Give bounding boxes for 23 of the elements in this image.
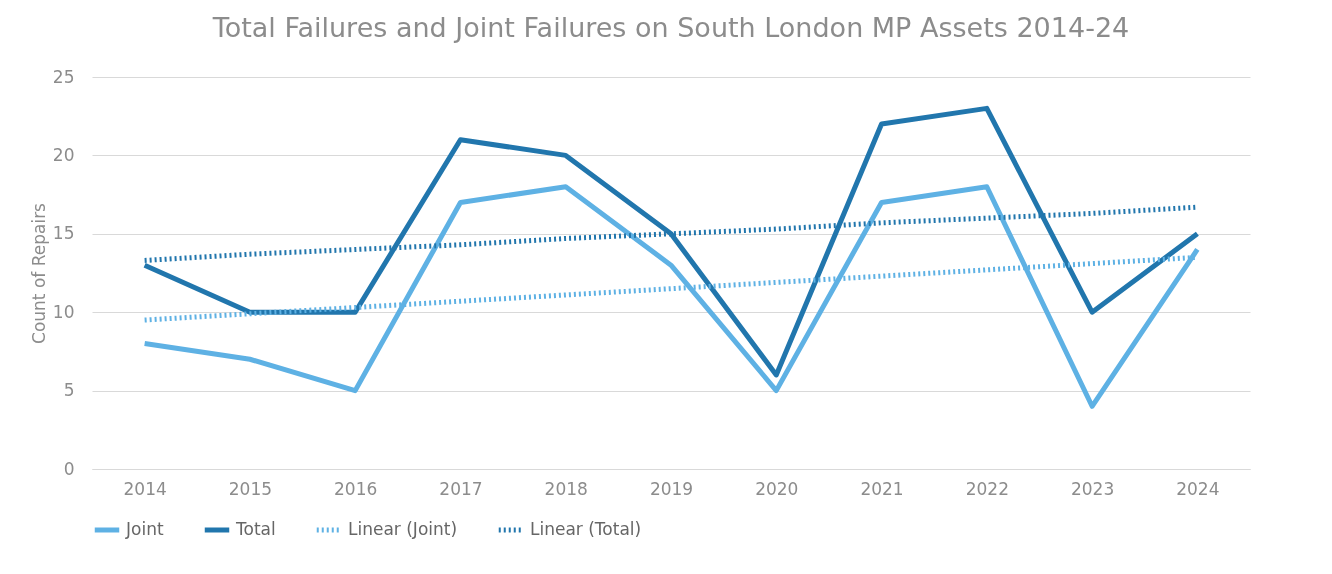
- chart-title: Total Failures and Joint Failures on South London MP Assets 2014-24: [211, 12, 1130, 43]
- x-tick-label: 2016: [334, 478, 378, 499]
- legend-label: Joint: [125, 519, 164, 539]
- x-tick-label: 2015: [228, 478, 273, 499]
- legend-label: Linear (Total): [530, 519, 642, 539]
- y-tick-label: 5: [63, 380, 75, 401]
- y-tick-label: 15: [52, 223, 75, 244]
- y-tick-label: 10: [52, 301, 75, 322]
- legend-label: Linear (Joint): [348, 519, 458, 539]
- x-tick-label: 2014: [123, 478, 167, 499]
- y-tick-label: 25: [52, 66, 75, 87]
- x-tick-label: 2020: [755, 478, 799, 499]
- x-tick-label: 2024: [1176, 478, 1220, 499]
- x-tick-label: 2019: [649, 478, 694, 499]
- x-tick-label: 2017: [439, 478, 483, 499]
- x-tick-label: 2021: [860, 478, 904, 499]
- x-tick-label: 2018: [544, 478, 588, 499]
- y-tick-label: 20: [52, 144, 75, 165]
- x-tick-label: 2022: [965, 478, 1009, 499]
- y-axis-title: Count of Repairs: [28, 202, 49, 344]
- legend-label: Total: [235, 519, 276, 539]
- y-tick-label: 0: [63, 458, 75, 479]
- x-tick-label: 2023: [1070, 478, 1115, 499]
